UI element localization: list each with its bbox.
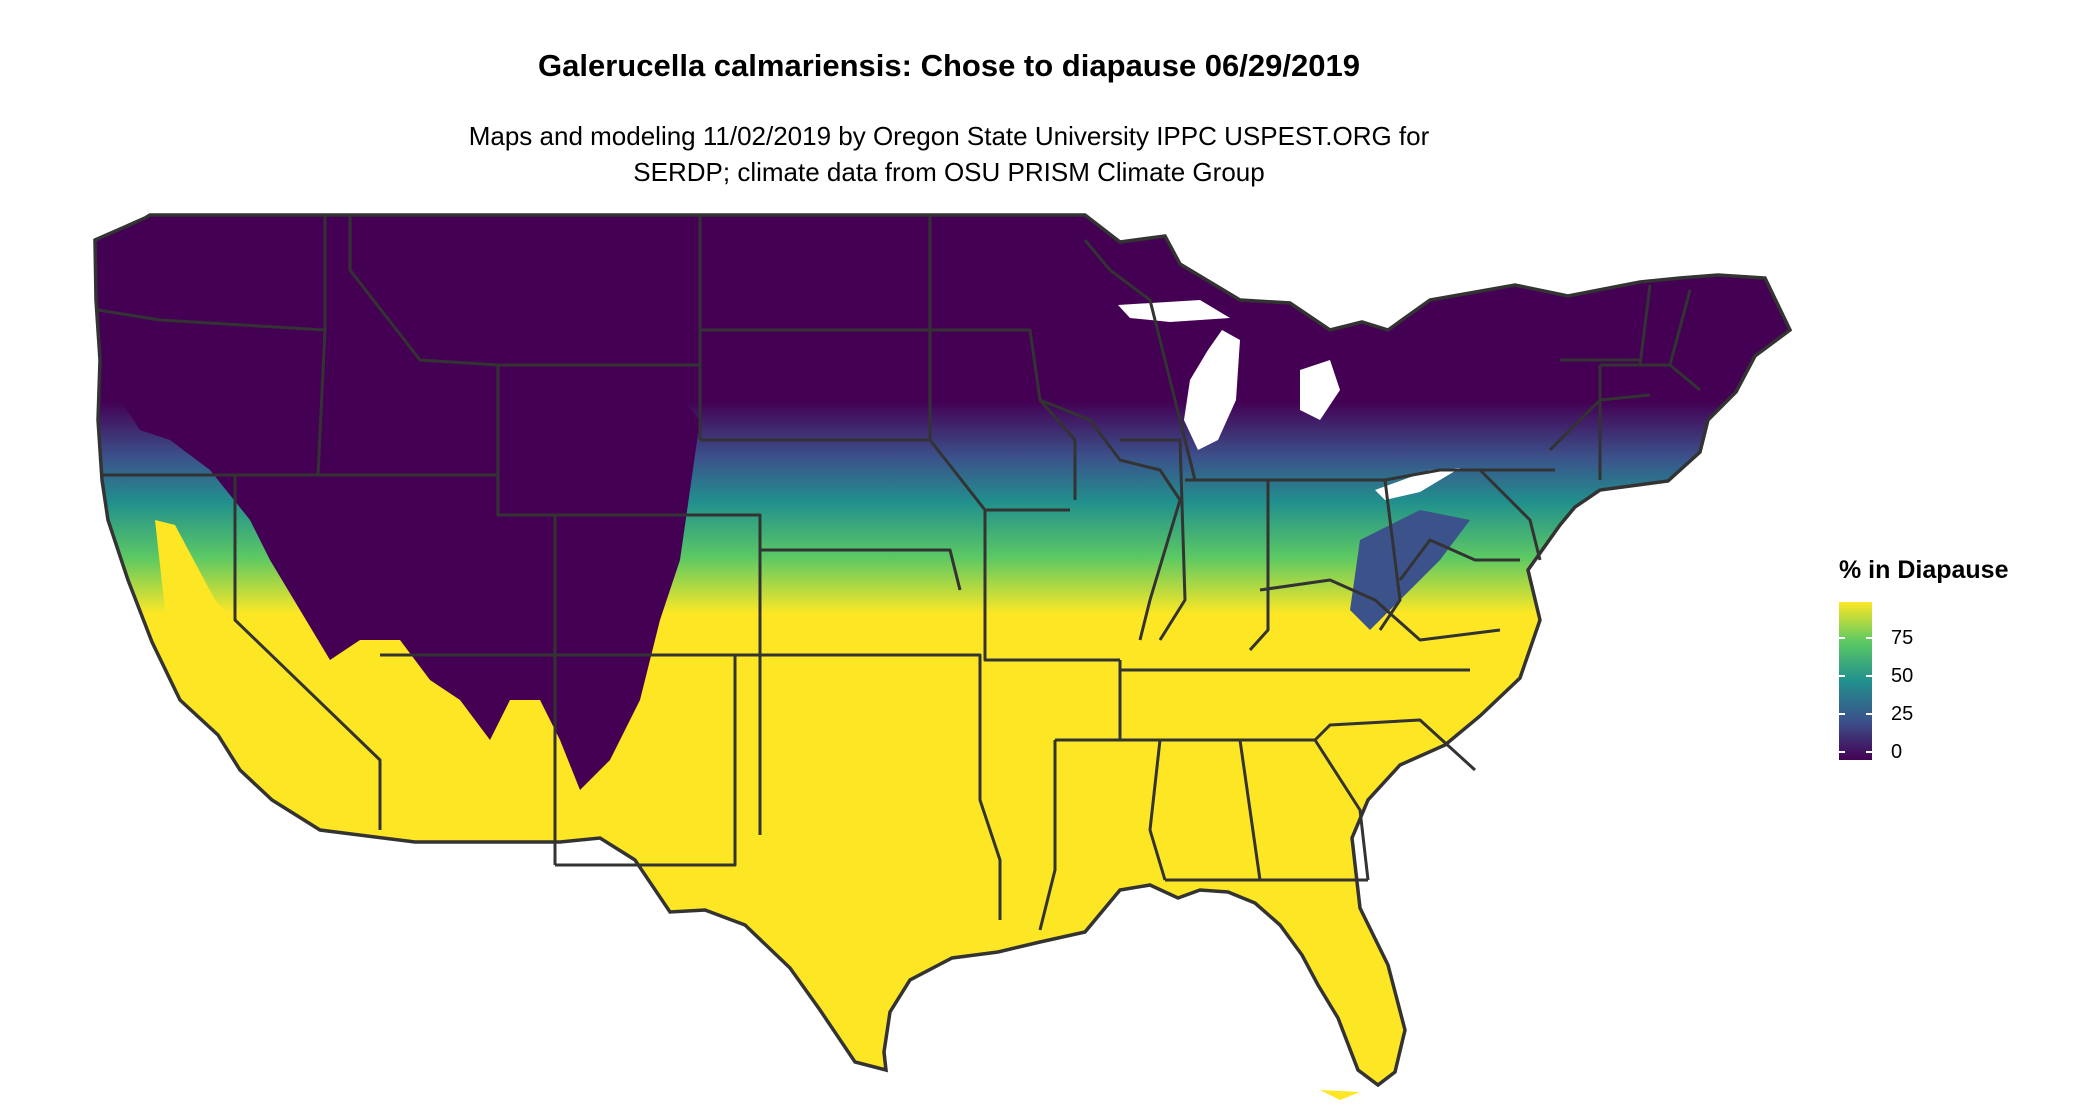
great-lakes	[1118, 300, 1460, 500]
legend: % in Diapause 0 25 50 75	[1839, 556, 2079, 762]
map-subtitle: Maps and modeling 11/02/2019 by Oregon S…	[0, 118, 1898, 190]
legend-colorbar	[1839, 602, 1872, 760]
state-borders	[97, 215, 1701, 931]
florida-keys	[1320, 1090, 1360, 1100]
legend-label-50: 50	[1891, 665, 1914, 687]
subtitle-line-1: Maps and modeling 11/02/2019 by Oregon S…	[468, 121, 1430, 151]
appalachian-region	[1350, 510, 1470, 630]
legend-label-25: 25	[1891, 703, 1914, 725]
legend-label-0: 0	[1891, 741, 1903, 763]
map-title: Galerucella calmariensis: Chose to diapa…	[538, 48, 1360, 83]
legend-label-75: 75	[1891, 627, 1914, 649]
western-mountain-region	[100, 330, 700, 790]
california-valley-region	[155, 520, 290, 770]
legend-title: % in Diapause	[1839, 556, 2009, 584]
subtitle-line-2: SERDP; climate data from OSU PRISM Clima…	[633, 157, 1265, 187]
